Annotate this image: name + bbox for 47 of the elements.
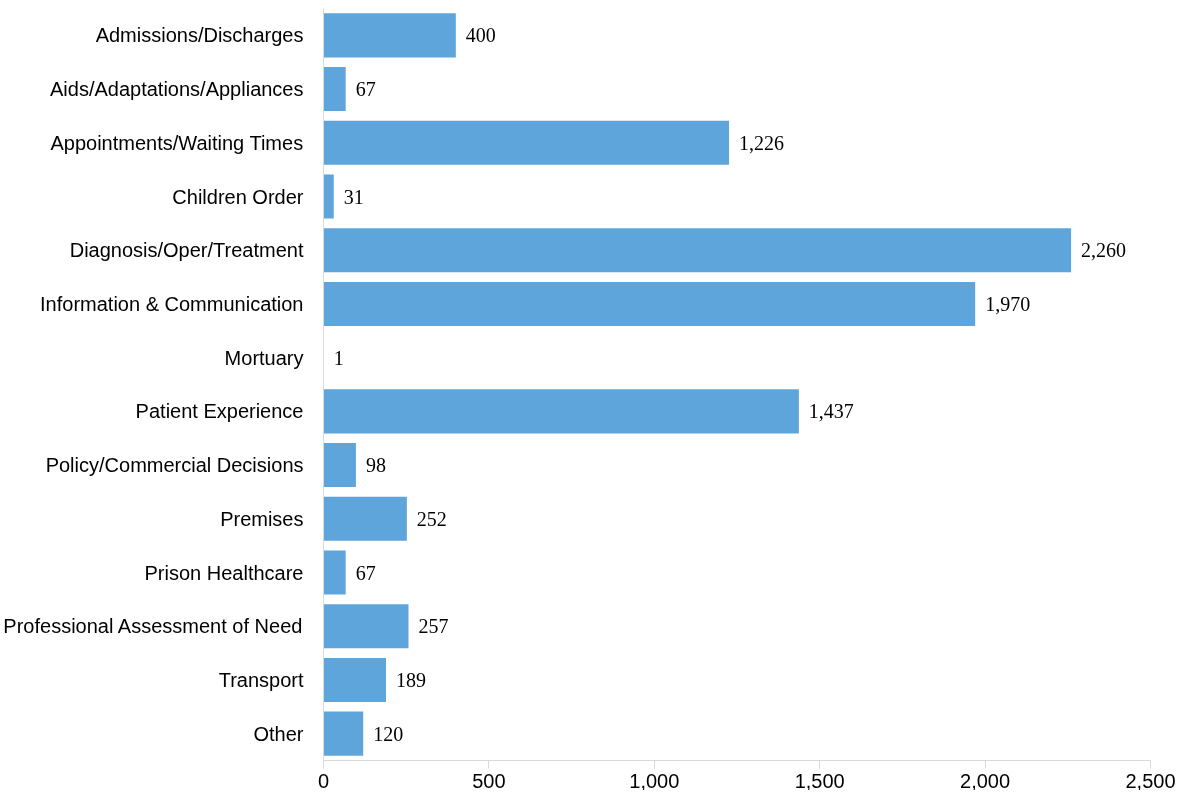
data-label: 1,437	[808, 400, 854, 423]
y-tick-label: Children Order	[172, 185, 304, 208]
y-tick-label: Admissions/Discharges	[95, 24, 304, 47]
bar	[323, 228, 1072, 273]
y-tick-label: Aids/Adaptations/Appliances	[50, 78, 304, 101]
bar	[323, 711, 364, 756]
bar	[323, 67, 346, 112]
data-label: 67	[355, 561, 376, 584]
data-label: 400	[465, 24, 496, 47]
data-label: 31	[343, 185, 364, 208]
y-tick-label: Other	[253, 722, 304, 745]
bar	[323, 657, 387, 702]
data-label: 67	[355, 78, 376, 101]
data-label: 120	[373, 722, 404, 745]
data-label: 1	[333, 346, 344, 369]
bar	[323, 496, 407, 541]
bar	[323, 443, 356, 488]
x-tick-label: 1,500	[794, 769, 845, 792]
data-label: 98	[365, 454, 386, 477]
x-tick-label: 2,000	[960, 769, 1011, 792]
data-label: 257	[418, 615, 449, 638]
y-tick-label: Information & Communication	[40, 292, 304, 315]
x-tick-label: 0	[317, 769, 330, 792]
bar	[323, 174, 334, 219]
y-tick-label: Patient Experience	[135, 400, 304, 423]
y-tick-label: Appointments/Waiting Times	[50, 131, 304, 154]
data-label: 1,226	[739, 131, 785, 154]
y-tick-label: Transport	[218, 668, 304, 691]
bar	[323, 604, 409, 649]
x-tick-label: 1,000	[629, 769, 680, 792]
bar	[323, 389, 799, 434]
y-tick-label: Policy/Commercial Decisions	[45, 454, 304, 477]
data-label: 1,970	[985, 292, 1031, 315]
bar	[323, 281, 976, 326]
y-tick-label: Professional Assessment of Need	[3, 615, 303, 638]
y-tick-label: Mortuary	[224, 346, 304, 369]
data-label: 252	[416, 507, 447, 530]
data-label: 2,260	[1081, 239, 1127, 262]
bar	[323, 13, 456, 58]
y-tick-label: Diagnosis/Oper/Treatment	[69, 239, 304, 262]
data-label: 189	[396, 668, 427, 691]
x-tick-label: 500	[472, 769, 506, 792]
bar	[323, 120, 730, 165]
x-tick-label: 2,500	[1125, 769, 1176, 792]
y-tick-label: Premises	[220, 507, 304, 530]
y-tick-label: Prison Healthcare	[144, 561, 304, 584]
bar	[323, 550, 346, 595]
